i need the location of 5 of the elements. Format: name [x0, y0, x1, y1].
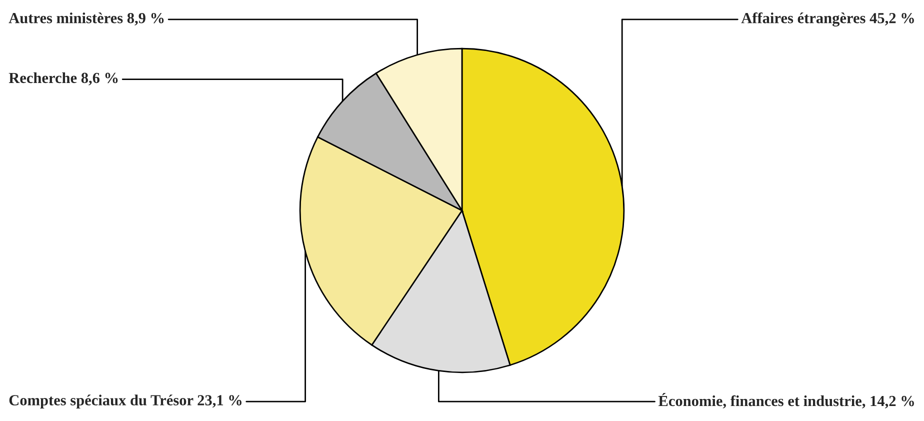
- slice-label: Comptes spéciaux du Trésor 23,1 %: [9, 394, 242, 409]
- slice-label: Autres ministères 8,9 %: [8, 12, 164, 26]
- slice-label: Affaires étrangères 45,2 %: [741, 12, 914, 26]
- slice-label: Recherche 8,6 %: [8, 72, 118, 86]
- slice-label: Économie, finances et industrie, 14,2 %: [658, 392, 914, 408]
